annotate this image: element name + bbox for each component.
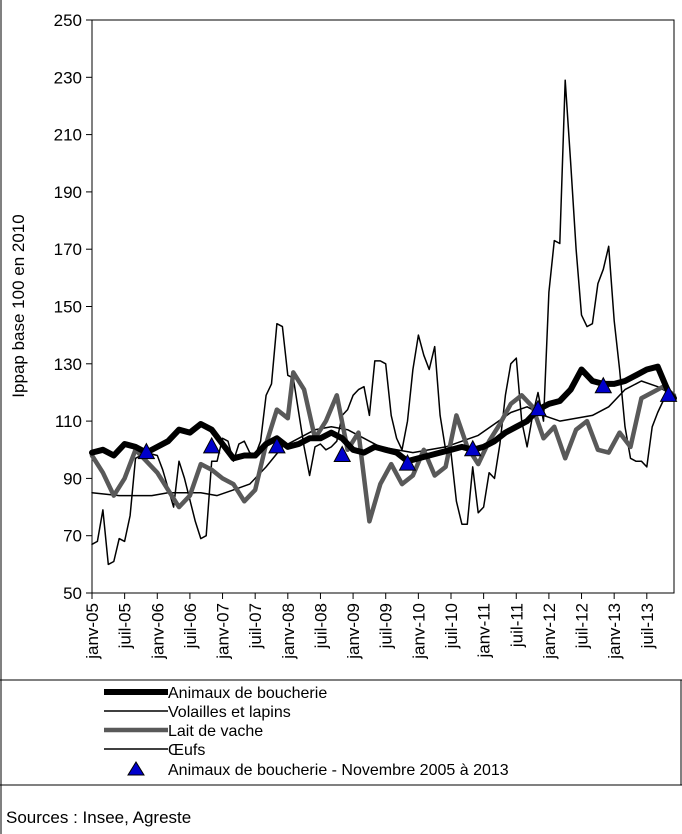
legend-label-animaux: Animaux de boucherie xyxy=(168,685,327,702)
x-axis: janv-05 juil-05 janv-06 juil-06 janv-07 juil-… xyxy=(83,593,657,660)
series-layer xyxy=(89,79,677,566)
y-tick-label: 150 xyxy=(54,298,82,317)
x-tick-label: janv-11 xyxy=(475,603,494,659)
series-line-oeufs xyxy=(91,79,675,566)
y-tick-label: 210 xyxy=(54,126,82,145)
marker-layer xyxy=(137,376,678,471)
y-tick-label: 170 xyxy=(54,240,82,259)
legend-swatch-marker xyxy=(127,761,145,776)
y-tick-label: 230 xyxy=(54,68,82,87)
legend-label-volailles: Volailles et lapins xyxy=(168,704,291,721)
data-point-marker xyxy=(398,454,417,471)
data-point-marker xyxy=(659,385,678,402)
x-tick-label: juil-09 xyxy=(377,603,396,649)
legend-label-lait: Lait de vache xyxy=(168,723,263,740)
legend: Animaux de boucherie Volailles et lapins… xyxy=(104,685,509,779)
legend-label-marker: Animaux de boucherie - Novembre 2005 à 2… xyxy=(168,762,509,779)
x-tick-label: janv-08 xyxy=(279,603,298,660)
y-tick-label: 130 xyxy=(54,355,82,374)
data-point-marker xyxy=(268,436,286,454)
y-tick-label: 250 xyxy=(54,11,82,30)
y-tick-label: 70 xyxy=(63,527,82,546)
x-tick-label: janv-06 xyxy=(148,603,167,660)
x-tick-label: juil-07 xyxy=(246,603,265,649)
x-tick-label: juil-11 xyxy=(507,603,526,648)
x-tick-label: janv-07 xyxy=(214,603,233,660)
y-axis: 50 70 90 110 130 150 170 190 210 230 250 xyxy=(54,11,92,603)
x-tick-label: janv-12 xyxy=(540,603,559,660)
data-point-marker xyxy=(463,439,482,457)
x-tick-label: juil-12 xyxy=(573,603,592,649)
y-tick-label: 90 xyxy=(63,469,82,488)
y-tick-label: 190 xyxy=(54,183,82,202)
series-line-lait xyxy=(89,370,677,524)
x-tick-label: juil-13 xyxy=(638,603,657,649)
source-note: Sources : Insee, Agreste xyxy=(6,808,191,827)
legend-label-oeufs: Œufs xyxy=(168,742,205,759)
data-point-marker xyxy=(333,445,352,462)
series-line-animaux xyxy=(89,363,677,465)
x-tick-label: janv-13 xyxy=(605,603,624,660)
x-tick-label: juil-05 xyxy=(116,603,135,649)
data-point-marker xyxy=(137,442,156,460)
x-tick-label: janv-05 xyxy=(83,603,102,660)
data-point-marker xyxy=(594,376,613,394)
x-tick-label: juil-06 xyxy=(181,603,200,649)
data-point-marker xyxy=(529,399,547,417)
x-tick-label: janv-10 xyxy=(409,603,428,660)
y-tick-label: 50 xyxy=(63,584,82,603)
x-tick-label: juil-08 xyxy=(311,603,330,649)
x-tick-label: juil-10 xyxy=(442,603,461,649)
y-tick-label: 110 xyxy=(55,412,82,431)
data-point-marker xyxy=(202,436,221,454)
y-axis-label: Ippap base 100 en 2010 xyxy=(9,214,28,397)
x-tick-label: janv-09 xyxy=(344,603,363,660)
